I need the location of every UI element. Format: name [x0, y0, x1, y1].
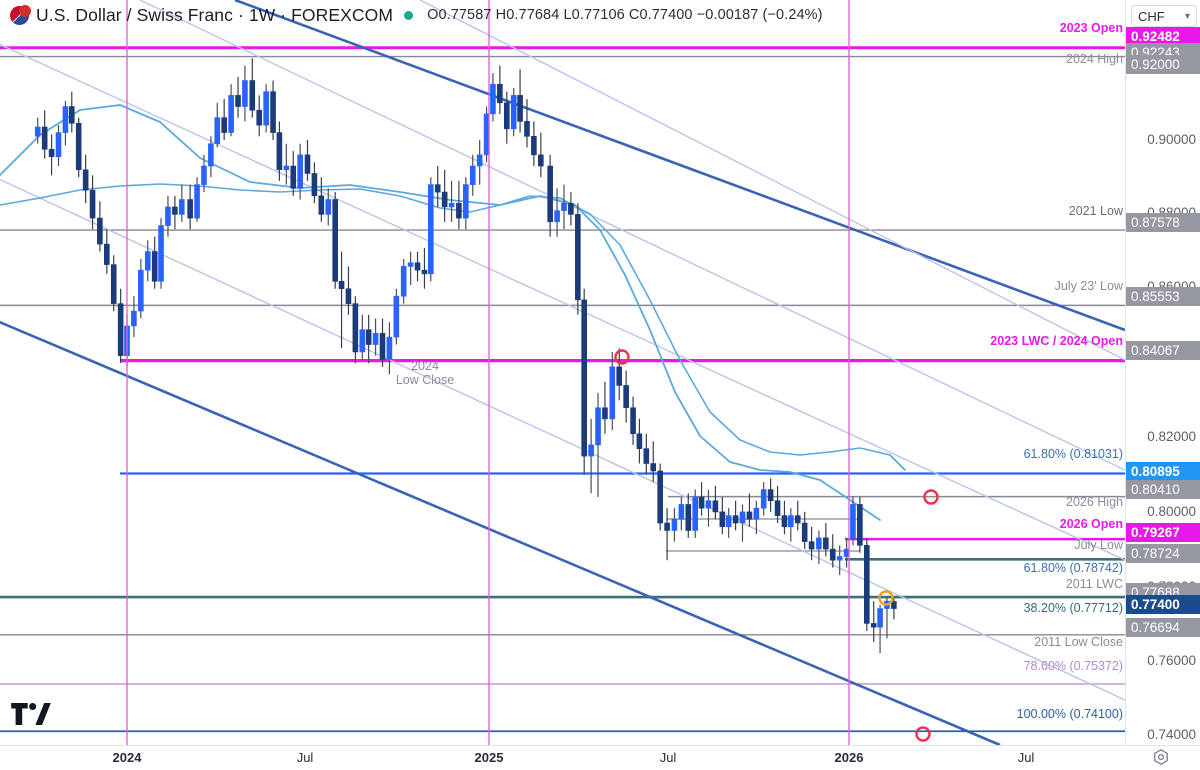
annotation-2024-low-close-line2: Low Close [395, 373, 455, 387]
annotation-2024-high: 2024 High [1066, 52, 1123, 66]
annotation-fib-7860-075372: 78.60% (0.75372) [1023, 659, 1123, 673]
price-tick: 0.82000 [1147, 429, 1196, 444]
currency-selector[interactable]: CHF ▾ [1131, 5, 1197, 27]
price-badge: 0.92482 [1126, 27, 1200, 46]
time-tick: Jul [659, 750, 677, 765]
annotation-2023-lwc-2024-open: 2023 LWC / 2024 Open [990, 334, 1123, 348]
time-tick: 2024 [112, 750, 142, 765]
price-badge: 0.78724 [1126, 544, 1200, 563]
price-badge: 0.77400 [1126, 595, 1200, 614]
price-badge: 0.80410 [1126, 480, 1200, 499]
chevron-down-icon: ▾ [1184, 10, 1190, 22]
currency-selector-value: CHF [1138, 8, 1165, 24]
price-badge: 0.85553 [1126, 287, 1200, 306]
chart-plot-area[interactable]: red-circle-markerred-circle-markerred-ci… [0, 0, 1125, 745]
price-badge: 0.79267 [1126, 523, 1200, 542]
price-axis[interactable]: CHF ▾ 0.900000.880000.860000.820000.8000… [1125, 0, 1200, 745]
price-badge: 0.84067 [1126, 341, 1200, 360]
annotation-july-low: July Low [1074, 538, 1123, 552]
annotation-2024-low-close: 2024 Low Close [385, 359, 465, 387]
annotation-2011-lwc: 2011 LWC [1065, 577, 1123, 591]
tradingview-logo[interactable] [10, 703, 52, 725]
annotation-fib-3820-077712: 38.20% (0.77712) [1023, 601, 1123, 615]
annotation-july-23-low: July 23' Low [1054, 279, 1123, 293]
price-badge: 0.87578 [1126, 213, 1200, 232]
price-tick: 0.76000 [1147, 653, 1196, 668]
chart-canvas: red-circle-markerred-circle-markerred-ci… [0, 0, 1125, 745]
price-tick: 0.74000 [1147, 727, 1196, 742]
time-tick: 2026 [834, 750, 864, 765]
annotation-fib-6180-078742: 61.80% (0.78742) [1023, 561, 1123, 575]
time-tick: Jul [1017, 750, 1035, 765]
annotation-2024-low-close-line1: 2024 [411, 359, 439, 373]
annotation-fib-6180-081031: 61.80% (0.81031) [1023, 447, 1123, 461]
price-badge: 0.80895 [1126, 462, 1200, 481]
price-badge: 0.76694 [1126, 618, 1200, 637]
time-tick: 2025 [474, 750, 504, 765]
annotation-2011-low-close: 2011 Low Close [1034, 635, 1123, 649]
price-tick: 0.80000 [1147, 504, 1196, 519]
annotation-2023-open: 2023 Open [1059, 21, 1123, 35]
price-badge: 0.92000 [1126, 55, 1200, 74]
annotation-2026-open: 2026 Open [1059, 517, 1123, 531]
annotation-2026-high: 2026 High [1066, 495, 1123, 509]
gear-icon[interactable] [1152, 748, 1170, 766]
time-tick: Jul [296, 750, 314, 765]
annotation-2021-low: 2021 Low [1068, 204, 1123, 218]
annotation-fib-10000-074100: 100.00% (0.74100) [1016, 707, 1123, 721]
price-tick: 0.90000 [1147, 132, 1196, 147]
time-axis[interactable]: 2024 Jul 2025 Jul 2026 Jul [0, 745, 1200, 770]
